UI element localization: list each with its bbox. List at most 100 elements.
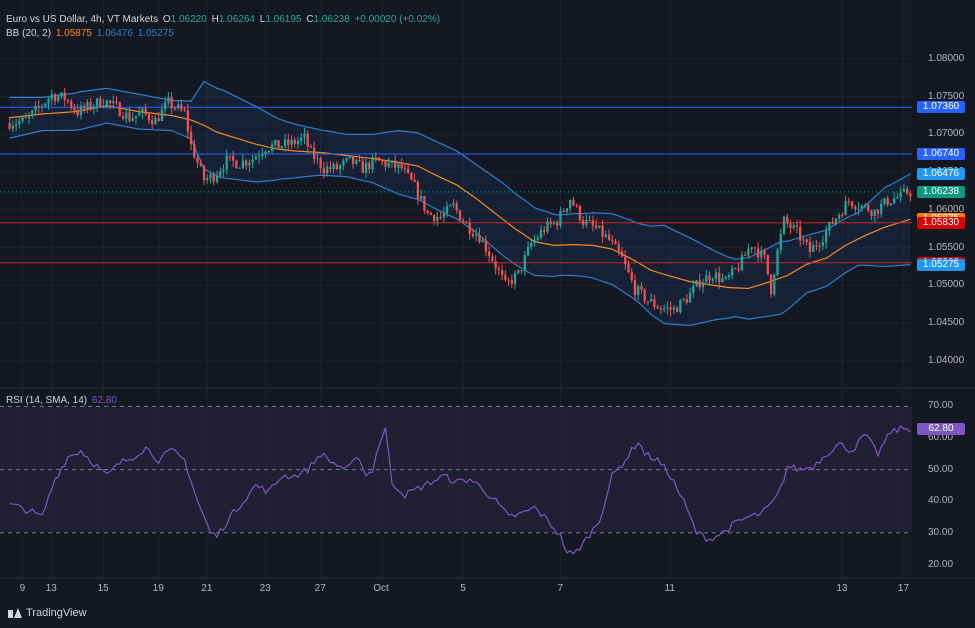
price-level-badge[interactable]: 1.06476 [917,167,965,180]
candle-body [173,107,177,109]
candle-body [394,160,397,168]
candle-body [125,112,128,119]
rsi-legend[interactable]: RSI (14, SMA, 14) 62.80 [6,395,119,406]
candle-body [164,102,167,110]
candle-body [83,105,86,109]
candle-body [358,159,361,162]
price-level-badge[interactable]: 1.07360 [917,101,965,114]
candle-body [384,161,387,167]
candle-body [400,163,403,169]
candle-body [57,96,60,102]
candle-body [248,162,251,166]
candle-body [254,156,258,160]
candle-body [769,274,773,295]
price-tick-label: 1.04000 [928,354,965,366]
candle-body [488,251,491,257]
price-level-badge[interactable]: 1.05275 [917,258,965,271]
candle-body [410,172,413,180]
candle-body [740,254,744,271]
candle-body [714,272,718,280]
bb-basis-line [9,105,911,290]
candle-body [138,112,141,116]
price-level-badge[interactable]: 1.05830 [917,216,965,229]
time-tick-label: 5 [460,583,466,594]
price-level-badge[interactable]: 1.06740 [917,148,965,160]
candle-body [270,144,274,151]
candle-body [870,211,873,217]
candle-body [219,171,222,176]
tradingview-brand[interactable]: TradingView [8,607,87,619]
candle-body [818,245,821,247]
bb-upper-value: 1.06476 [96,28,133,39]
candle-body [199,162,202,166]
candle-body [724,276,727,279]
candle-body [144,108,147,115]
candle-body [630,271,633,281]
candle-body [854,206,857,209]
candle-body [802,239,805,241]
candle-body [345,158,348,161]
candle-body [86,101,89,109]
close-label: C [306,14,314,25]
candle-body [180,104,183,110]
candle-body [141,108,144,113]
candle-body [812,245,815,253]
candle-body [151,120,154,125]
candle-body [578,205,582,221]
candle-body [711,279,714,281]
candle-body [646,301,650,303]
candle-body [102,105,105,107]
candle-body [44,103,47,107]
low-label: L [259,14,266,25]
time-tick-label: Oct [373,583,389,594]
candle-body [245,160,248,166]
candle-body [779,233,782,250]
candle-body [617,244,620,252]
candle-body [92,106,95,109]
candle-body [763,250,766,255]
candle-body [753,247,756,249]
candle-body [423,195,426,211]
candle-body [14,123,18,126]
candle-body [893,198,896,204]
candle-body [322,168,326,174]
candle-body [176,104,180,109]
price-tick-label: 1.07500 [928,90,965,102]
candle-body [850,201,854,207]
candle-body [896,197,899,199]
candle-body [860,205,863,209]
candle-body [559,211,562,226]
price-tick-label: 1.05000 [928,279,965,291]
candle-body [841,214,844,216]
open-label: O [162,14,171,25]
time-tick-label: 9 [19,583,26,594]
candle-body [332,163,335,170]
rsi-value-badge[interactable]: 62.80 [917,423,965,436]
rsi-tick-label: 30.00 [928,526,954,538]
candle-body [89,101,92,109]
candle-body [154,118,157,125]
candle-body [241,160,245,168]
candle-body [445,206,449,214]
candle-body [471,233,475,237]
rsi-tick-label: 60.00 [928,431,954,443]
candle-body [277,140,280,148]
close-value: 1.06238 [313,14,350,25]
brand-label: TradingView [26,607,87,619]
candle-body [189,131,193,145]
candle-body [507,279,510,281]
rsi-indicator-label: RSI (14, SMA, 14) [6,395,88,406]
candle-body [792,225,795,229]
candle-body [335,163,339,170]
candle-body [773,274,776,295]
candle-body [569,200,572,209]
price-level-badge[interactable]: 1.06238 [917,185,965,198]
bb-legend[interactable]: BB (20, 2) 1.05875 1.06476 1.05275 [6,28,176,39]
candle-body [215,175,219,182]
candle-body [296,140,300,144]
price-tick-label: 1.05500 [928,241,965,253]
candle-body [313,147,316,159]
candle-body [397,163,400,168]
